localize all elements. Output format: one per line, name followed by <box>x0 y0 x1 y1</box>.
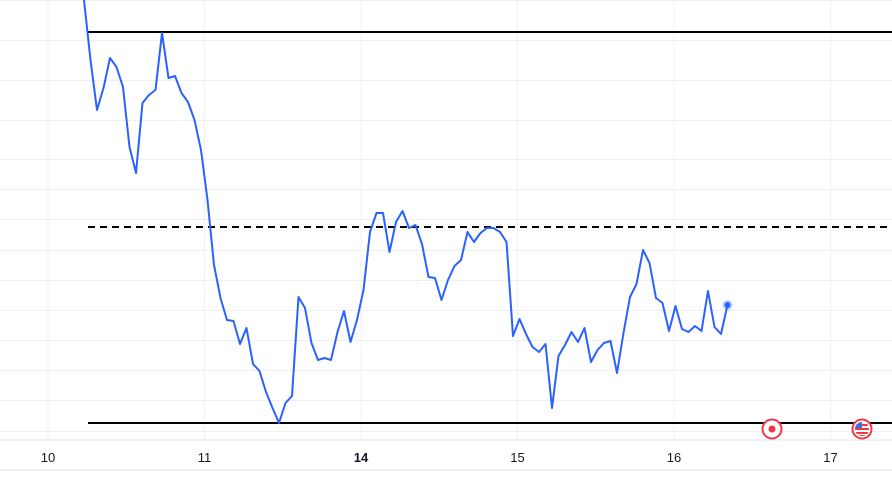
time-tick-label: 14 <box>354 450 369 465</box>
time-tick-label: 10 <box>41 450 55 465</box>
time-axis[interactable]: 10 11 14 15 16 17 <box>41 450 838 465</box>
red-dot-event-icon[interactable] <box>761 418 783 440</box>
series <box>83 0 733 424</box>
price-line <box>83 0 729 424</box>
time-tick-label: 16 <box>667 450 681 465</box>
grid <box>0 0 892 440</box>
event-markers[interactable] <box>761 418 873 440</box>
us-flag-icon[interactable] <box>851 418 873 440</box>
time-tick-label: 15 <box>510 450 524 465</box>
time-tick-label: 11 <box>198 450 212 465</box>
time-tick-label: 17 <box>823 450 837 465</box>
last-point-marker <box>724 302 731 308</box>
